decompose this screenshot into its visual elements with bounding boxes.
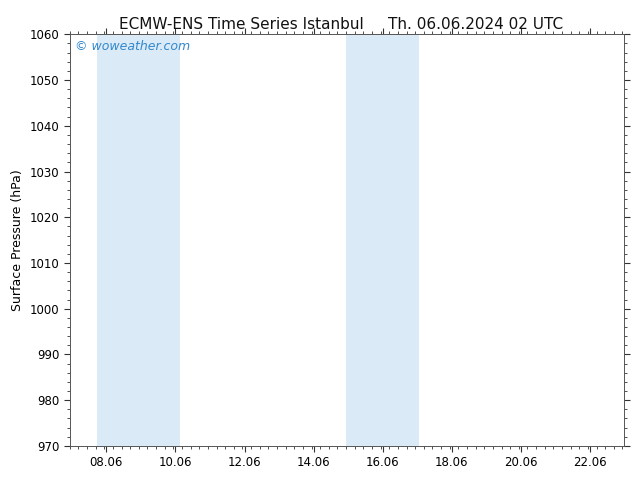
Text: © woweather.com: © woweather.com (75, 41, 190, 53)
Text: Th. 06.06.2024 02 UTC: Th. 06.06.2024 02 UTC (388, 17, 563, 32)
Bar (346, 34, 418, 446)
Y-axis label: Surface Pressure (hPa): Surface Pressure (hPa) (11, 169, 24, 311)
Bar (98, 34, 180, 446)
Text: ECMW-ENS Time Series Istanbul: ECMW-ENS Time Series Istanbul (119, 17, 363, 32)
